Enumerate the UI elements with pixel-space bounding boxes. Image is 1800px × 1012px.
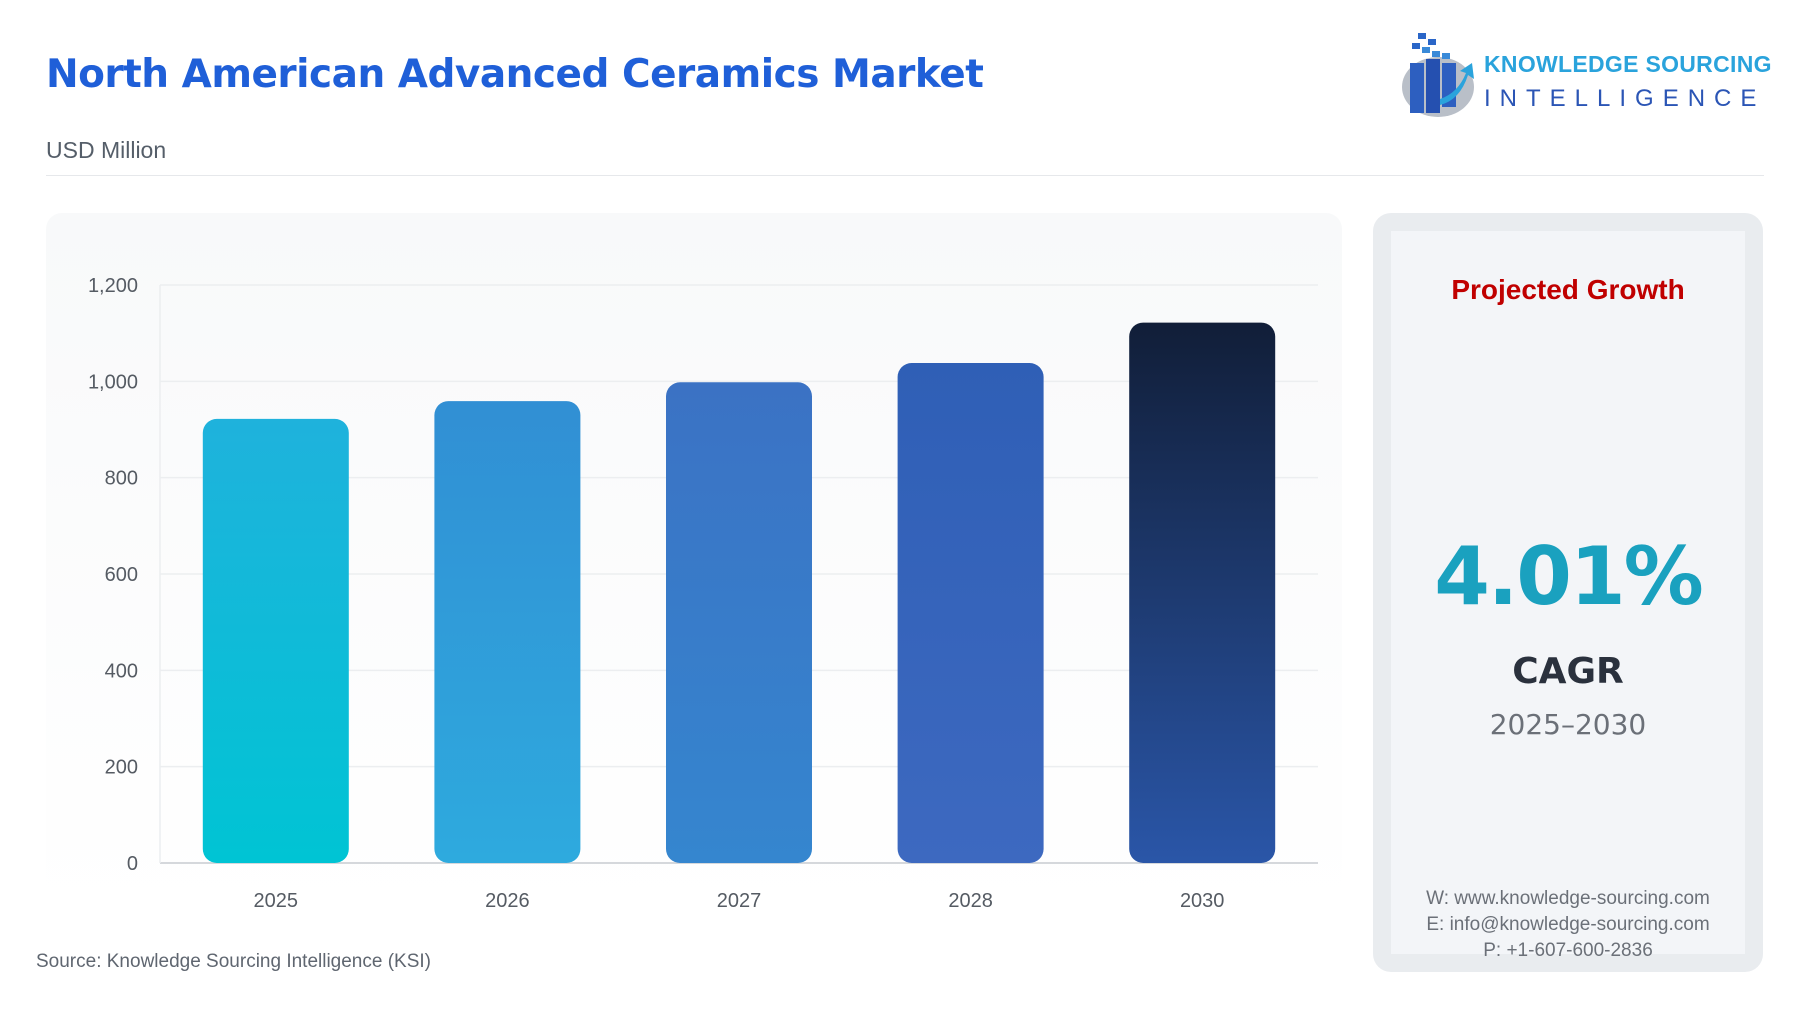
email-text: E: info@knowledge-sourcing.com <box>1426 914 1710 935</box>
logo: KNOWLEDGE SOURCING INTELLIGENCE <box>1400 25 1780 120</box>
bar-2028 <box>897 363 1044 863</box>
growth-panel: Projected Growth 4.01% CAGR 2025–2030 W:… <box>1373 213 1763 972</box>
cagr-period: 2025–2030 <box>1489 708 1647 741</box>
x-tick-label: 2025 <box>254 890 299 912</box>
y-tick-label: 200 <box>105 757 138 779</box>
cagr-value: 4.01% <box>1434 530 1704 623</box>
y-tick-label: 800 <box>105 468 138 490</box>
x-tick-label: 2027 <box>717 890 762 912</box>
phone-text: P: +1-607-600-2836 <box>1483 940 1653 961</box>
page-title: North American Advanced Ceramics Market <box>46 52 984 97</box>
bar-2030 <box>1129 322 1276 863</box>
y-tick-label: 1,000 <box>88 371 138 393</box>
divider <box>46 175 1764 176</box>
bar-chart: 0 200 400 600 800 1,000 1,200 2025 2026 2027 2028 2… <box>88 275 1318 912</box>
unit-label: USD Million <box>46 137 167 163</box>
bar-2027 <box>666 382 812 863</box>
y-tick-label: 1,200 <box>88 275 138 297</box>
bar-2026 <box>434 401 581 863</box>
logo-icon <box>1402 33 1474 117</box>
x-tick-label: 2028 <box>948 890 993 912</box>
x-tick-label: 2030 <box>1180 890 1225 912</box>
panel-heading: Projected Growth <box>1451 274 1685 305</box>
x-tick-label: 2026 <box>485 890 530 912</box>
cagr-label: CAGR <box>1512 651 1624 692</box>
source-note: Source: Knowledge Sourcing Intelligence … <box>36 951 432 972</box>
logo-text-line2: INTELLIGENCE <box>1484 85 1766 112</box>
logo-text-line1: KNOWLEDGE SOURCING <box>1484 51 1772 77</box>
contact-info: W: www.knowledge-sourcing.com E: info@kn… <box>1391 886 1745 964</box>
bar-2025 <box>202 418 349 863</box>
y-tick-label: 400 <box>105 660 138 682</box>
website-text: W: www.knowledge-sourcing.com <box>1426 888 1710 909</box>
y-tick-label: 0 <box>127 853 138 875</box>
y-tick-label: 600 <box>105 564 138 586</box>
